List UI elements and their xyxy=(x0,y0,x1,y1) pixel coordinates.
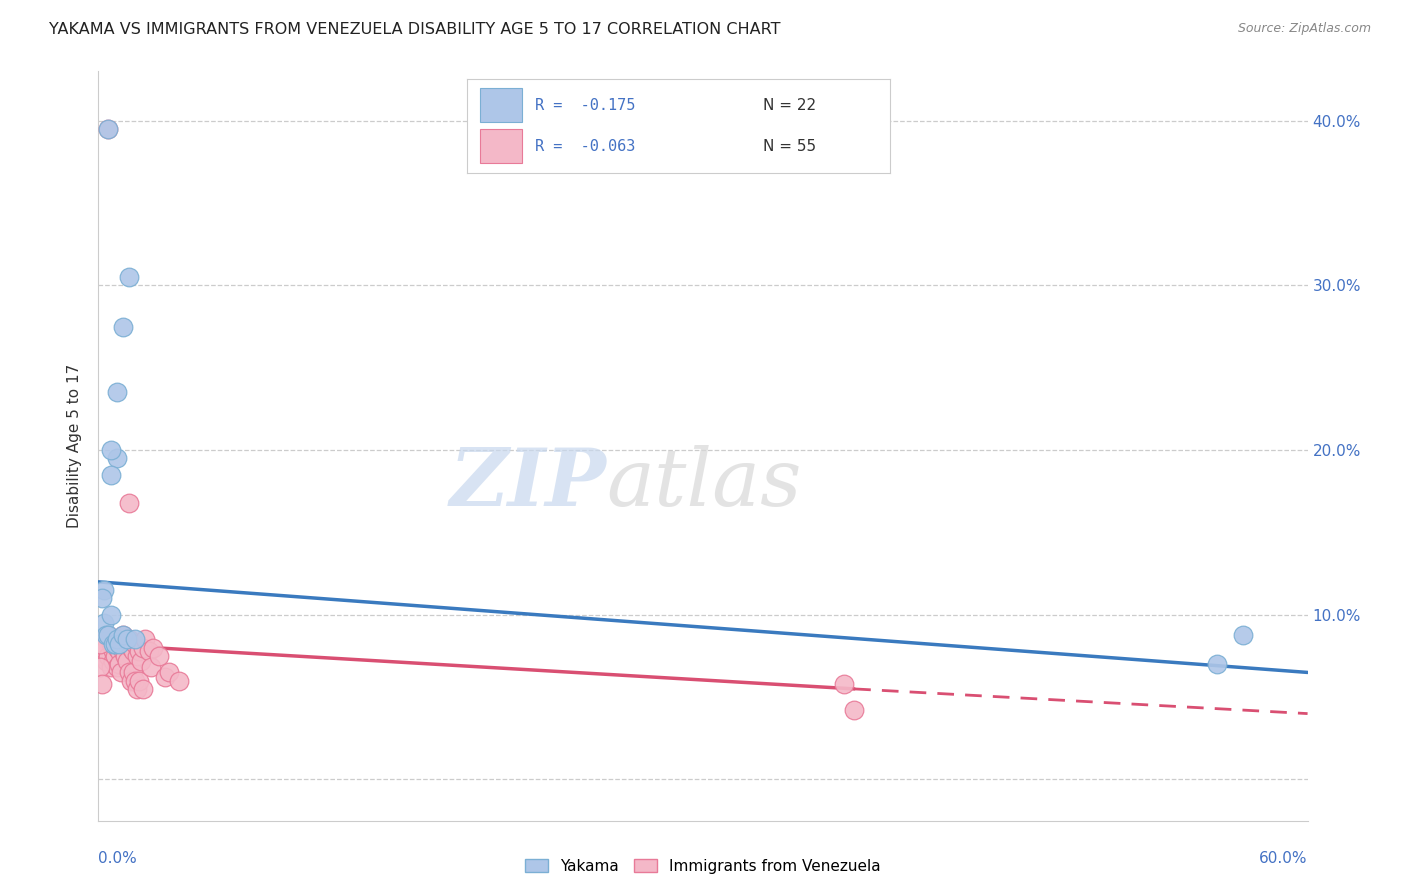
Point xyxy=(103,637,125,651)
Point xyxy=(134,632,156,647)
Point xyxy=(91,677,114,691)
Y-axis label: Disability Age 5 to 17: Disability Age 5 to 17 xyxy=(67,364,83,528)
Point xyxy=(91,637,114,651)
Point xyxy=(97,122,120,136)
Point xyxy=(115,632,138,647)
Point xyxy=(103,632,125,647)
Point xyxy=(96,627,118,641)
Legend: Yakama, Immigrants from Venezuela: Yakama, Immigrants from Venezuela xyxy=(519,853,887,880)
Point xyxy=(89,660,111,674)
Point xyxy=(105,451,128,466)
Point xyxy=(128,673,150,688)
Point xyxy=(105,660,128,674)
Point xyxy=(118,496,141,510)
Point xyxy=(89,637,111,651)
Point xyxy=(100,607,122,622)
Point xyxy=(100,660,122,674)
Point xyxy=(114,648,136,663)
Point xyxy=(125,681,148,696)
Text: ZIP: ZIP xyxy=(450,445,606,522)
Point xyxy=(121,644,143,658)
Text: 0.0%: 0.0% xyxy=(98,851,138,865)
Point xyxy=(844,703,866,717)
Point xyxy=(97,627,120,641)
Point xyxy=(97,648,120,663)
Point xyxy=(832,677,855,691)
Text: YAKAMA VS IMMIGRANTS FROM VENEZUELA DISABILITY AGE 5 TO 17 CORRELATION CHART: YAKAMA VS IMMIGRANTS FROM VENEZUELA DISA… xyxy=(49,22,780,37)
Point xyxy=(124,632,146,647)
Point xyxy=(101,637,124,651)
Point xyxy=(107,637,129,651)
Point xyxy=(110,665,132,680)
Point xyxy=(129,654,152,668)
Point xyxy=(100,467,122,482)
Point xyxy=(103,648,125,663)
Point xyxy=(96,654,118,668)
Point xyxy=(105,385,128,400)
Point xyxy=(167,673,190,688)
Point xyxy=(157,665,180,680)
Point xyxy=(107,657,129,672)
Point xyxy=(93,583,115,598)
Point xyxy=(115,654,138,668)
Point xyxy=(111,319,134,334)
Point xyxy=(111,627,134,641)
Point xyxy=(114,637,136,651)
Point xyxy=(111,644,134,658)
Point xyxy=(118,270,141,285)
Point xyxy=(121,665,143,680)
Point xyxy=(100,637,122,651)
Point xyxy=(111,627,134,641)
Point xyxy=(1206,657,1229,672)
Point xyxy=(97,122,120,136)
Point xyxy=(120,673,142,688)
Point xyxy=(101,654,124,668)
Point xyxy=(93,615,115,630)
Point xyxy=(142,640,165,655)
Point xyxy=(91,591,114,606)
Point xyxy=(91,648,114,663)
Point xyxy=(97,627,120,641)
Point xyxy=(124,673,146,688)
Point xyxy=(125,648,148,663)
Text: 60.0%: 60.0% xyxy=(1260,851,1308,865)
Point xyxy=(148,648,170,663)
Point xyxy=(124,637,146,651)
Point xyxy=(105,640,128,655)
Point xyxy=(153,670,176,684)
Point xyxy=(93,644,115,658)
Point xyxy=(1232,627,1254,641)
Point xyxy=(128,644,150,658)
Point xyxy=(105,632,128,647)
Point xyxy=(139,660,162,674)
Point xyxy=(107,644,129,658)
Point xyxy=(100,443,122,458)
Point xyxy=(101,644,124,658)
Text: atlas: atlas xyxy=(606,445,801,522)
Text: Source: ZipAtlas.com: Source: ZipAtlas.com xyxy=(1237,22,1371,36)
Point xyxy=(118,632,141,647)
Point xyxy=(110,637,132,651)
Point xyxy=(118,665,141,680)
Point xyxy=(93,632,115,647)
Point xyxy=(132,640,155,655)
Point xyxy=(138,644,160,658)
Point xyxy=(120,640,142,655)
Point xyxy=(96,640,118,655)
Point xyxy=(132,681,155,696)
